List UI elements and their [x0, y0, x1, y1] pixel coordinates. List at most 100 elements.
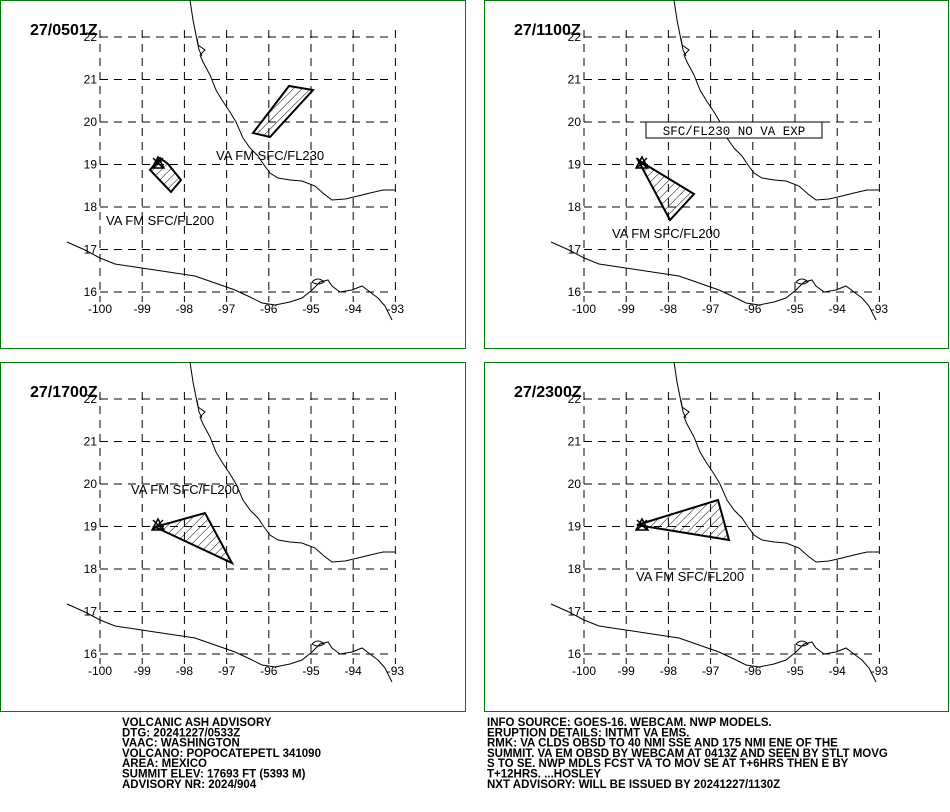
label: SFC/FL230 NO VA EXP: [663, 125, 806, 139]
lat-label: 20: [568, 115, 582, 129]
label: VA FM SFC/FL230: [216, 148, 324, 163]
ash-polygon: [251, 84, 315, 139]
advisory-line: VAAC: WASHINGTON: [122, 738, 240, 750]
lat-label: 18: [568, 200, 582, 214]
lon-label: -93: [871, 302, 889, 316]
lon-label: -99: [618, 664, 636, 678]
remark-line: RMK: VA CLDS OBSD TO 40 NMI SSE AND 175 …: [487, 738, 838, 750]
lon-label: -97: [702, 302, 720, 316]
lon-label: -97: [702, 664, 720, 678]
lat-label: 16: [568, 285, 582, 299]
lon-label: -96: [744, 664, 762, 678]
lon-label: -93: [871, 664, 889, 678]
lat-label: 19: [568, 520, 582, 534]
lat-label: 20: [84, 115, 98, 129]
lat-label: 16: [568, 647, 582, 661]
lon-label: -96: [260, 302, 278, 316]
lat-label: 22: [568, 30, 582, 44]
advisory-line: DTG: 20241227/0533Z: [122, 727, 240, 739]
lon-label: -98: [660, 302, 678, 316]
lat-label: 19: [568, 158, 582, 172]
remark-line: T+12HRS. ...HOSLEY: [487, 769, 601, 781]
lat-label: 18: [568, 562, 582, 576]
lat-label: 21: [84, 435, 98, 449]
lon-label: -99: [134, 664, 152, 678]
label-box: [645, 121, 823, 139]
remark-line: ERUPTION DETAILS: INTMT VA EMS.: [487, 727, 689, 739]
lat-label: 18: [84, 562, 98, 576]
lon-label: -94: [829, 664, 847, 678]
lon-label: -95: [302, 302, 320, 316]
lat-label: 21: [84, 73, 98, 87]
lon-label: -95: [302, 664, 320, 678]
panel: VA FM SFC/FL200 -100 -99 -98 -97 -96 -95 -94 -9…: [0, 361, 466, 712]
lon-label: -99: [134, 302, 152, 316]
lon-label: -94: [345, 302, 363, 316]
lat-label: 17: [568, 243, 582, 257]
panel-border: [0, 0, 466, 349]
valid-time: 27/0501Z: [30, 22, 98, 39]
lat-label: 21: [568, 73, 582, 87]
advisory-line: VOLCANIC ASH ADVISORY: [122, 717, 272, 729]
panel-border: [484, 362, 949, 712]
label: VA FM SFC/FL200: [612, 226, 720, 241]
lat-label: 19: [84, 158, 98, 172]
lat-label: 22: [84, 392, 98, 406]
remark-line: S TO SE. NWP MDLS FCST VA TO MOV SE AT T…: [487, 758, 849, 770]
lat-label: 18: [84, 200, 98, 214]
lon-label: -98: [176, 302, 194, 316]
valid-time: 27/1700Z: [30, 384, 98, 401]
lat-label: 16: [84, 285, 98, 299]
lat-label: 19: [84, 520, 98, 534]
lon-label: -99: [618, 302, 636, 316]
lat-label: 17: [84, 605, 98, 619]
lon-label: -96: [744, 302, 762, 316]
lon-label: -95: [786, 664, 804, 678]
advisory-line: SUMMIT ELEV: 17693 FT (5393 M): [122, 769, 306, 781]
lon-label: -94: [829, 302, 847, 316]
remark-line: SUMMIT. VA EM OBSD BY WEBCAM AT 0413Z AN…: [487, 748, 888, 760]
lat-label: 20: [568, 477, 582, 491]
lon-label: -98: [660, 664, 678, 678]
lon-label: -100: [572, 664, 596, 678]
lon-label: -100: [88, 664, 112, 678]
lat-label: 22: [568, 392, 582, 406]
label: VA FM SFC/FL200: [131, 482, 239, 497]
valid-time: 27/1100Z: [514, 22, 581, 39]
lon-label: -96: [260, 664, 278, 678]
valid-time: 27/2300Z: [514, 384, 582, 401]
lat-label: 17: [84, 243, 98, 257]
panel: SFC/FL230 NO VA EXP VA FM SFC/FL200 -100…: [484, 0, 949, 349]
advisory-line: AREA: MEXICO: [122, 758, 207, 770]
lon-label: -94: [345, 664, 363, 678]
ash-polygon: [636, 498, 731, 542]
panel: VA FM SFC/FL230 VA FM SFC/FL200 -100 -99 -…: [0, 0, 466, 349]
lon-label: -93: [387, 664, 405, 678]
ash-polygon: [152, 511, 235, 566]
remark-line: INFO SOURCE: GOES-16. WEBCAM. NWP MODELS…: [487, 717, 772, 729]
lat-label: 22: [84, 30, 98, 44]
ash-polygon: [635, 157, 696, 222]
remark-line: NXT ADVISORY: WILL BE ISSUED BY 20241227…: [487, 779, 780, 791]
panel-border: [0, 362, 466, 712]
label: VA FM SFC/FL200: [106, 213, 214, 228]
lat-label: 16: [84, 647, 98, 661]
label: VA FM SFC/FL200: [636, 569, 744, 584]
lon-label: -98: [176, 664, 194, 678]
lon-label: -97: [218, 302, 236, 316]
advisory-line: VOLCANO: POPOCATEPETL 341090: [122, 748, 321, 760]
lon-label: -95: [786, 302, 804, 316]
panel-border: [484, 0, 949, 349]
lon-label: -97: [218, 664, 236, 678]
advisory-line: ADVISORY NR: 2024/904: [122, 779, 257, 791]
lon-label: -93: [387, 302, 405, 316]
lat-label: 17: [568, 605, 582, 619]
lat-label: 21: [568, 435, 582, 449]
panel: VA FM SFC/FL200 -100 -99 -98 -97 -96 -95 -94 -9…: [484, 361, 949, 712]
lat-label: 20: [84, 477, 98, 491]
lon-label: -100: [88, 302, 112, 316]
ash-polygon: [148, 156, 183, 194]
lon-label: -100: [572, 302, 596, 316]
